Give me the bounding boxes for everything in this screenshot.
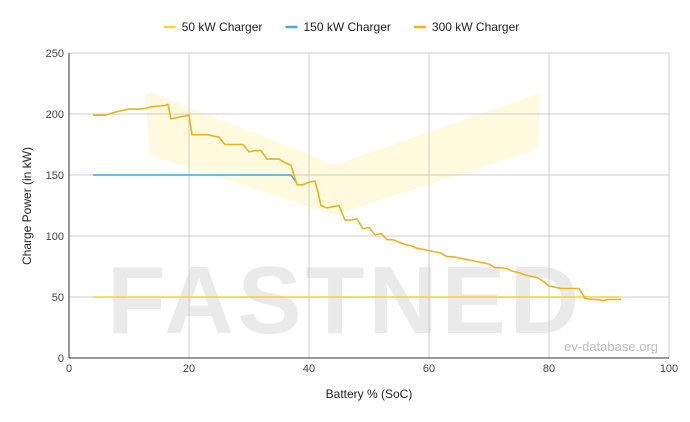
watermark-source-text: ev-database.org (564, 339, 658, 354)
x-tick-label: 0 (66, 363, 72, 375)
y-tick-label: 50 (52, 292, 64, 304)
x-tick-label: 60 (423, 363, 435, 375)
x-tick-label: 100 (660, 363, 678, 375)
y-tick-label: 100 (46, 231, 64, 243)
x-tick-label: 20 (183, 363, 195, 375)
y-tick-label: 150 (46, 170, 64, 182)
x-axis-label: Battery % (SoC) (326, 387, 413, 401)
watermark: FASTNED ev-database.org (107, 92, 658, 354)
x-tick-label: 80 (543, 363, 555, 375)
watermark-brand-text: FASTNED (107, 247, 583, 354)
series-layer (93, 103, 621, 302)
series-line-300-kw-charger (93, 103, 621, 302)
axes: 0 50 100 150 200 250 0 20 40 60 80 100 (46, 48, 679, 375)
y-tick-label: 0 (58, 353, 64, 365)
legend-label: 50 kW Charger (182, 20, 263, 34)
y-tick-label: 200 (46, 109, 64, 121)
y-tick-label: 250 (46, 48, 64, 60)
legend-label: 300 kW Charger (432, 20, 519, 34)
legend: 50 kW Charger 150 kW Charger 300 kW Charge… (163, 20, 519, 34)
y-axis-label: Charge Power (in kW) (20, 147, 34, 265)
legend-label: 150 kW Charger (304, 20, 391, 34)
x-tick-label: 40 (303, 363, 315, 375)
watermark-logo-shape (145, 92, 540, 215)
